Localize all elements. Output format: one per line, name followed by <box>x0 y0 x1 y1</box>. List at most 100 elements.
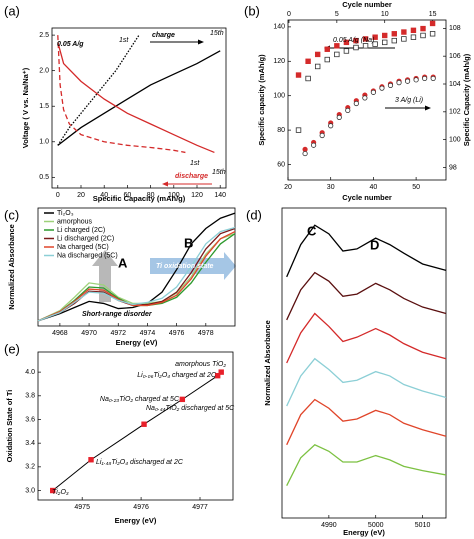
annotation: 15th <box>212 169 226 176</box>
point <box>396 80 402 86</box>
y-tick-label: 3.2 <box>25 464 35 471</box>
legend-label: Ti₂O₃ <box>57 210 74 217</box>
disorder-arrow <box>92 250 118 302</box>
legend-label: Na charged (5C) <box>57 244 109 251</box>
x-tick-label: 30 <box>327 184 335 191</box>
y-tick-label: 3.4 <box>25 440 35 447</box>
arrow-head <box>198 39 204 45</box>
data-line <box>286 224 447 278</box>
point <box>141 421 147 427</box>
y-tick-label: 80 <box>277 127 285 134</box>
point-label: Na₀.₄₄TiO₂ discharged at 5C <box>146 405 235 412</box>
y-axis-label: Normalized Absorbance <box>263 320 272 406</box>
plot-frame <box>287 19 447 181</box>
point <box>343 48 350 54</box>
x-tick-label: 4968 <box>52 330 68 337</box>
x2-tick-label: 10 <box>381 11 389 18</box>
plot-frame <box>281 207 447 519</box>
legend-label: Li charged (2C) <box>57 227 105 234</box>
y2-tick-label: 108 <box>449 25 461 32</box>
point <box>372 41 378 47</box>
annotation: 0.05 A/g (Na) <box>333 37 374 44</box>
point <box>422 75 428 82</box>
annotation: Short-range disorder <box>82 311 153 318</box>
annotation: D <box>370 237 379 252</box>
panel-label: (b) <box>244 3 260 18</box>
x-axis-label: Specific Capacity (mAh/g) <box>93 194 186 203</box>
point <box>295 127 302 133</box>
y2-axis-label: Specific Capacity (mAh/g) <box>462 53 471 146</box>
point <box>410 34 417 40</box>
data-line <box>286 271 447 321</box>
point <box>324 46 330 52</box>
data-line <box>286 398 447 446</box>
point <box>311 142 317 148</box>
point <box>319 132 325 139</box>
x-tick-label: 40 <box>100 192 108 199</box>
panel-label: (e) <box>4 341 20 356</box>
arrow-head <box>162 181 168 187</box>
x2-tick-label: 15 <box>429 11 437 18</box>
x-tick-label: 40 <box>370 184 378 191</box>
data-line <box>37 226 236 322</box>
annotation: 1st <box>119 37 129 44</box>
y-tick-label: 2.5 <box>39 32 49 39</box>
data-line <box>37 231 236 322</box>
point-label: Li₀.₀₆Ti₂O₄ charged at 2C <box>137 372 217 379</box>
point <box>410 27 417 34</box>
annotation: charge <box>152 32 175 39</box>
point <box>382 39 388 46</box>
y-tick-label: 3.0 <box>25 487 35 494</box>
y-tick-label: 3.6 <box>25 416 35 423</box>
legend-label: Na discharged (5C) <box>57 252 118 259</box>
y2-tick-label: 104 <box>449 81 461 88</box>
y2-tick-label: 100 <box>449 136 461 143</box>
point <box>314 63 321 70</box>
point <box>362 95 368 101</box>
oxidation-arrow <box>150 252 236 280</box>
point <box>379 85 385 91</box>
annotation: 3 A/g (Li) <box>395 97 423 104</box>
point-label: Ti₂O₃ <box>52 489 69 496</box>
point <box>302 150 308 157</box>
panel-label: (d) <box>246 207 262 222</box>
y-axis-label: Oxidation State of Ti <box>5 390 14 463</box>
point-label: amorphous TiO₂ <box>175 361 226 368</box>
point <box>324 56 330 63</box>
point <box>429 20 436 27</box>
point <box>372 34 378 40</box>
point-label: Li₁.₄₈Ti₂O₄ discharged at 2C <box>96 459 184 466</box>
point <box>328 123 334 129</box>
point <box>382 32 388 39</box>
point <box>218 369 224 375</box>
point <box>391 37 397 44</box>
x-tick-label: 5000 <box>368 522 384 529</box>
data-line <box>57 42 215 154</box>
y-tick-label: 0.5 <box>39 174 49 181</box>
x-tick-label: 4970 <box>81 330 97 337</box>
point <box>413 77 419 83</box>
y-tick-label: 4.0 <box>25 369 35 376</box>
annotation: discharge <box>175 173 208 180</box>
x-tick-label: 140 <box>214 192 226 199</box>
point <box>404 78 411 84</box>
point <box>343 39 350 46</box>
x-tick-label: 20 <box>77 192 85 199</box>
y-tick-label: 1.0 <box>39 139 49 146</box>
x2-axis-label: Cycle number <box>342 0 392 9</box>
x-tick-label: 100 <box>168 192 180 199</box>
plot-frame <box>51 27 227 189</box>
y-axis-label: Voltage ( V vs. Na/Na⁺) <box>21 67 30 148</box>
plot-frame <box>37 207 236 327</box>
y2-tick-label: 102 <box>449 109 461 116</box>
point <box>353 37 359 44</box>
point-label: Na₀.₂₃TiO₂ charged at 5C <box>100 396 180 403</box>
data-line <box>286 444 447 487</box>
point <box>353 44 359 51</box>
point <box>334 43 340 49</box>
x-tick-label: 4975 <box>74 504 90 511</box>
y-tick-label: 120 <box>273 58 285 65</box>
point <box>429 31 436 37</box>
